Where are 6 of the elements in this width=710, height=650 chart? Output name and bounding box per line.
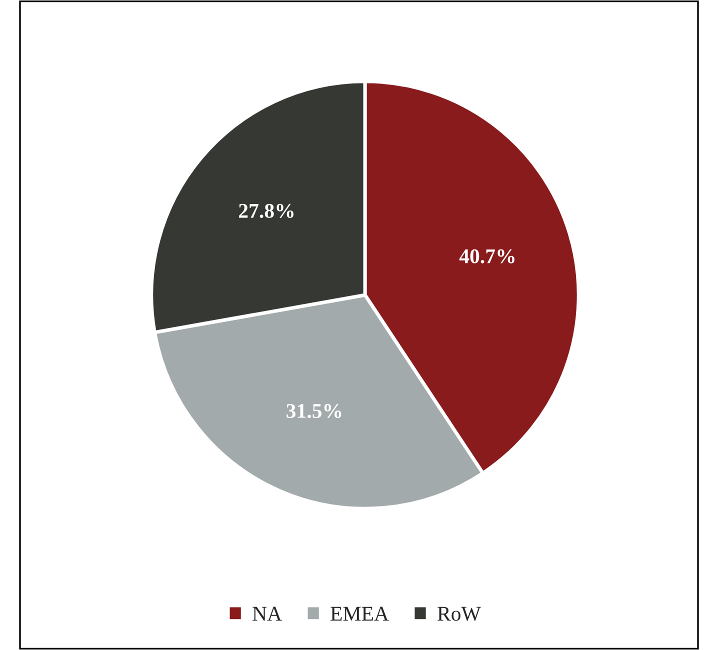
data-label: 31.5% — [286, 404, 342, 418]
data-label: 27.8% — [238, 204, 294, 218]
legend-label: NA — [252, 606, 282, 621]
legend-label: EMEA — [330, 606, 389, 621]
legend-label: RoW — [438, 606, 481, 621]
data-label: 40.7% — [459, 249, 514, 264]
